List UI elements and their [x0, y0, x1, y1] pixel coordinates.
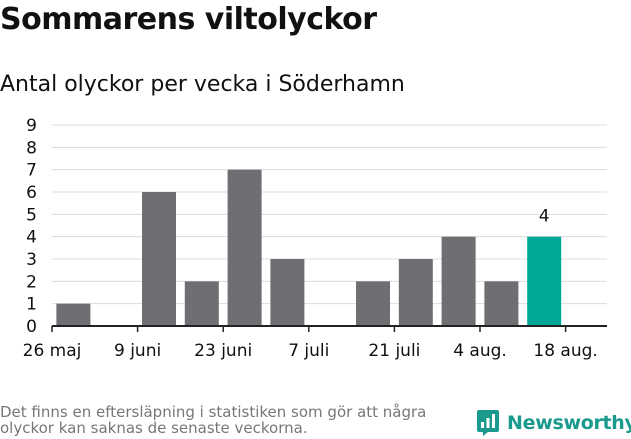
bar [356, 281, 390, 326]
data-label: 4 [539, 207, 550, 227]
chart-subtitle: Antal olyckor per vecka i Söderhamn [0, 72, 405, 97]
y-tick-label: 9 [26, 116, 37, 136]
y-tick-label: 0 [26, 317, 37, 337]
y-tick-label: 3 [26, 250, 37, 270]
y-tick-label: 4 [26, 228, 37, 248]
bar [184, 281, 219, 326]
y-tick-label: 6 [26, 183, 37, 203]
bar [227, 169, 262, 326]
x-tick-label: 26 maj [23, 341, 82, 361]
x-tick-label: 23 juni [194, 341, 252, 361]
bar [142, 192, 176, 326]
y-tick-label: 8 [26, 138, 37, 158]
x-tick-label: 9 juni [114, 341, 161, 361]
bar [484, 281, 519, 326]
chart-title: Sommarens viltolyckor [0, 2, 377, 37]
bar [56, 303, 91, 326]
bar [441, 236, 476, 326]
bar [270, 259, 305, 326]
y-tick-label: 1 [26, 295, 37, 315]
x-tick-label: 18 aug. [533, 341, 597, 361]
x-tick-label: 4 aug. [453, 341, 507, 361]
newsworthy-icon [477, 410, 499, 436]
newsworthy-wordmark: Newsworthy [507, 412, 631, 434]
footnote: Det finns en eftersläpning i statistiken… [0, 403, 427, 437]
x-tick-label: 21 juli [368, 341, 420, 361]
bar-highlight [527, 236, 562, 326]
x-tick-label: 7 juli [288, 341, 329, 361]
y-tick-label: 5 [26, 205, 37, 225]
bar [398, 259, 433, 326]
y-tick-label: 2 [26, 272, 37, 292]
newsworthy-logo[interactable]: Newsworthy [476, 408, 631, 438]
y-tick-label: 7 [26, 161, 37, 181]
